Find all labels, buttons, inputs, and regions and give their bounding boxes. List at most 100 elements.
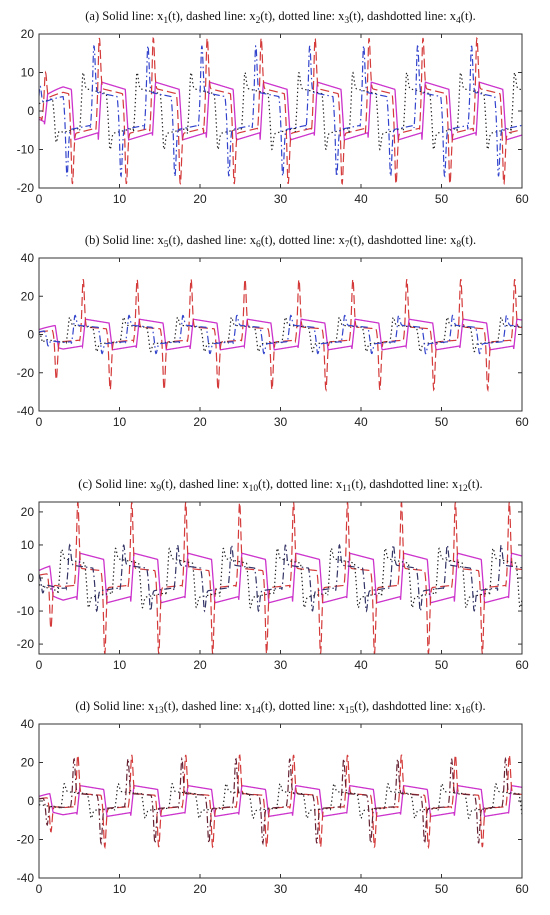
title-text: (t), dotted line: x bbox=[261, 699, 346, 713]
panel-2-title: (c) Solid line: x9(t), dashed line: x10(… bbox=[78, 477, 482, 494]
y-tick-label: 10 bbox=[21, 538, 35, 552]
y-tick-label: -10 bbox=[17, 143, 35, 157]
title-text: (b) Solid line: x bbox=[85, 233, 165, 247]
y-tick-label: -20 bbox=[17, 637, 35, 651]
y-tick-label: 20 bbox=[21, 289, 35, 303]
title-subscript: 16 bbox=[461, 706, 471, 716]
title-text: (t), dashed line: x bbox=[161, 477, 249, 491]
title-subscript: 8 bbox=[456, 240, 461, 250]
x-tick-label: 0 bbox=[36, 192, 43, 206]
y-tick-label: -20 bbox=[17, 181, 35, 195]
series-dashed-line bbox=[39, 502, 522, 654]
panel-1: (b) Solid line: x5(t), dashed line: x6(t… bbox=[17, 233, 529, 429]
title-text: (t), dashdotted line: x bbox=[349, 9, 457, 23]
panel-2: (c) Solid line: x9(t), dashed line: x10(… bbox=[17, 477, 529, 672]
series-dashdot-line bbox=[39, 543, 522, 613]
title-text: (t), dashdotted line: x bbox=[349, 233, 457, 247]
y-tick-label: -40 bbox=[17, 404, 35, 418]
title-text: (t). bbox=[461, 233, 476, 247]
title-subscript: 6 bbox=[256, 240, 261, 250]
plot-area bbox=[39, 502, 522, 654]
y-tick-label: 0 bbox=[27, 104, 34, 118]
x-tick-label: 20 bbox=[193, 415, 207, 429]
x-tick-label: 30 bbox=[274, 415, 288, 429]
panel-0-title: (a) Solid line: x1(t), dashed line: x2(t… bbox=[85, 9, 475, 26]
axes-frame bbox=[38, 257, 523, 412]
y-tick-label: -40 bbox=[17, 871, 35, 885]
title-subscript: 1 bbox=[163, 16, 168, 26]
title-text: (a) Solid line: x bbox=[85, 9, 164, 23]
y-tick-label: 0 bbox=[27, 794, 34, 808]
title-text: (t). bbox=[461, 9, 476, 23]
x-tick-label: 40 bbox=[354, 658, 368, 672]
panel-3-title: (d) Solid line: x13(t), dashed line: x14… bbox=[75, 699, 485, 716]
title-text: (c) Solid line: x bbox=[78, 477, 157, 491]
series-solid-line bbox=[39, 318, 522, 351]
y-tick-label: 20 bbox=[21, 756, 35, 770]
y-tick-label: 20 bbox=[21, 505, 35, 519]
x-tick-label: 30 bbox=[274, 658, 288, 672]
y-tick-label: 20 bbox=[21, 27, 35, 41]
x-tick-label: 50 bbox=[435, 658, 449, 672]
axes-frame bbox=[38, 723, 523, 879]
y-tick-label: 10 bbox=[21, 66, 35, 80]
series-dashdot-line bbox=[39, 314, 522, 355]
title-text: (t). bbox=[468, 477, 483, 491]
title-text: (t), dashed line: x bbox=[164, 699, 252, 713]
x-tick-label: 40 bbox=[354, 192, 368, 206]
title-subscript: 5 bbox=[164, 240, 169, 250]
x-tick-label: 60 bbox=[515, 658, 529, 672]
series-dashdot-line bbox=[39, 44, 522, 178]
x-tick-label: 30 bbox=[274, 882, 288, 896]
title-text: (t), dashdotted line: x bbox=[351, 477, 459, 491]
y-tick-label: 0 bbox=[27, 571, 34, 585]
title-subscript: 7 bbox=[345, 240, 350, 250]
title-subscript: 2 bbox=[256, 16, 261, 26]
y-tick-label: 40 bbox=[21, 717, 35, 731]
y-tick-label: 40 bbox=[21, 251, 35, 265]
title-text: (d) Solid line: x bbox=[75, 699, 155, 713]
title-subscript: 4 bbox=[456, 16, 461, 26]
title-subscript: 13 bbox=[154, 706, 164, 716]
axes-frame bbox=[38, 501, 523, 655]
x-tick-label: 60 bbox=[515, 882, 529, 896]
x-tick-label: 0 bbox=[36, 658, 43, 672]
x-tick-label: 0 bbox=[36, 415, 43, 429]
title-text: (t), dotted line: x bbox=[260, 9, 345, 23]
series-dotted-line bbox=[39, 547, 522, 609]
x-tick-label: 40 bbox=[354, 415, 368, 429]
title-text: (t), dashed line: x bbox=[168, 233, 256, 247]
series-solid-line bbox=[39, 81, 522, 141]
x-tick-label: 20 bbox=[193, 192, 207, 206]
title-subscript: 11 bbox=[342, 484, 351, 494]
x-tick-label: 30 bbox=[274, 192, 288, 206]
y-tick-label: -20 bbox=[17, 366, 35, 380]
panel-0: (a) Solid line: x1(t), dashed line: x2(t… bbox=[17, 9, 529, 206]
panel-1-title: (b) Solid line: x5(t), dashed line: x6(t… bbox=[85, 233, 476, 250]
plot-area bbox=[39, 754, 522, 850]
plot-area bbox=[39, 36, 522, 185]
x-tick-label: 60 bbox=[515, 415, 529, 429]
x-tick-label: 40 bbox=[354, 882, 368, 896]
series-dashdot-line bbox=[39, 756, 522, 846]
x-tick-label: 60 bbox=[515, 192, 529, 206]
series-dashed-line bbox=[39, 278, 522, 393]
x-tick-label: 10 bbox=[113, 658, 127, 672]
x-tick-label: 20 bbox=[193, 882, 207, 896]
title-text: (t), dotted line: x bbox=[261, 233, 346, 247]
plot-area bbox=[39, 278, 522, 393]
title-text: (t), dotted line: x bbox=[258, 477, 343, 491]
title-subscript: 3 bbox=[344, 16, 349, 26]
y-tick-label: -10 bbox=[17, 604, 35, 618]
x-tick-label: 0 bbox=[36, 882, 43, 896]
y-tick-label: -20 bbox=[17, 833, 35, 847]
title-text: (t), dashed line: x bbox=[168, 9, 256, 23]
title-subscript: 12 bbox=[458, 484, 468, 494]
x-tick-label: 50 bbox=[435, 882, 449, 896]
title-subscript: 15 bbox=[345, 706, 355, 716]
panel-3: (d) Solid line: x13(t), dashed line: x14… bbox=[17, 699, 529, 896]
series-dashed-line bbox=[39, 36, 522, 185]
title-subscript: 14 bbox=[251, 706, 261, 716]
title-subscript: 10 bbox=[249, 484, 259, 494]
